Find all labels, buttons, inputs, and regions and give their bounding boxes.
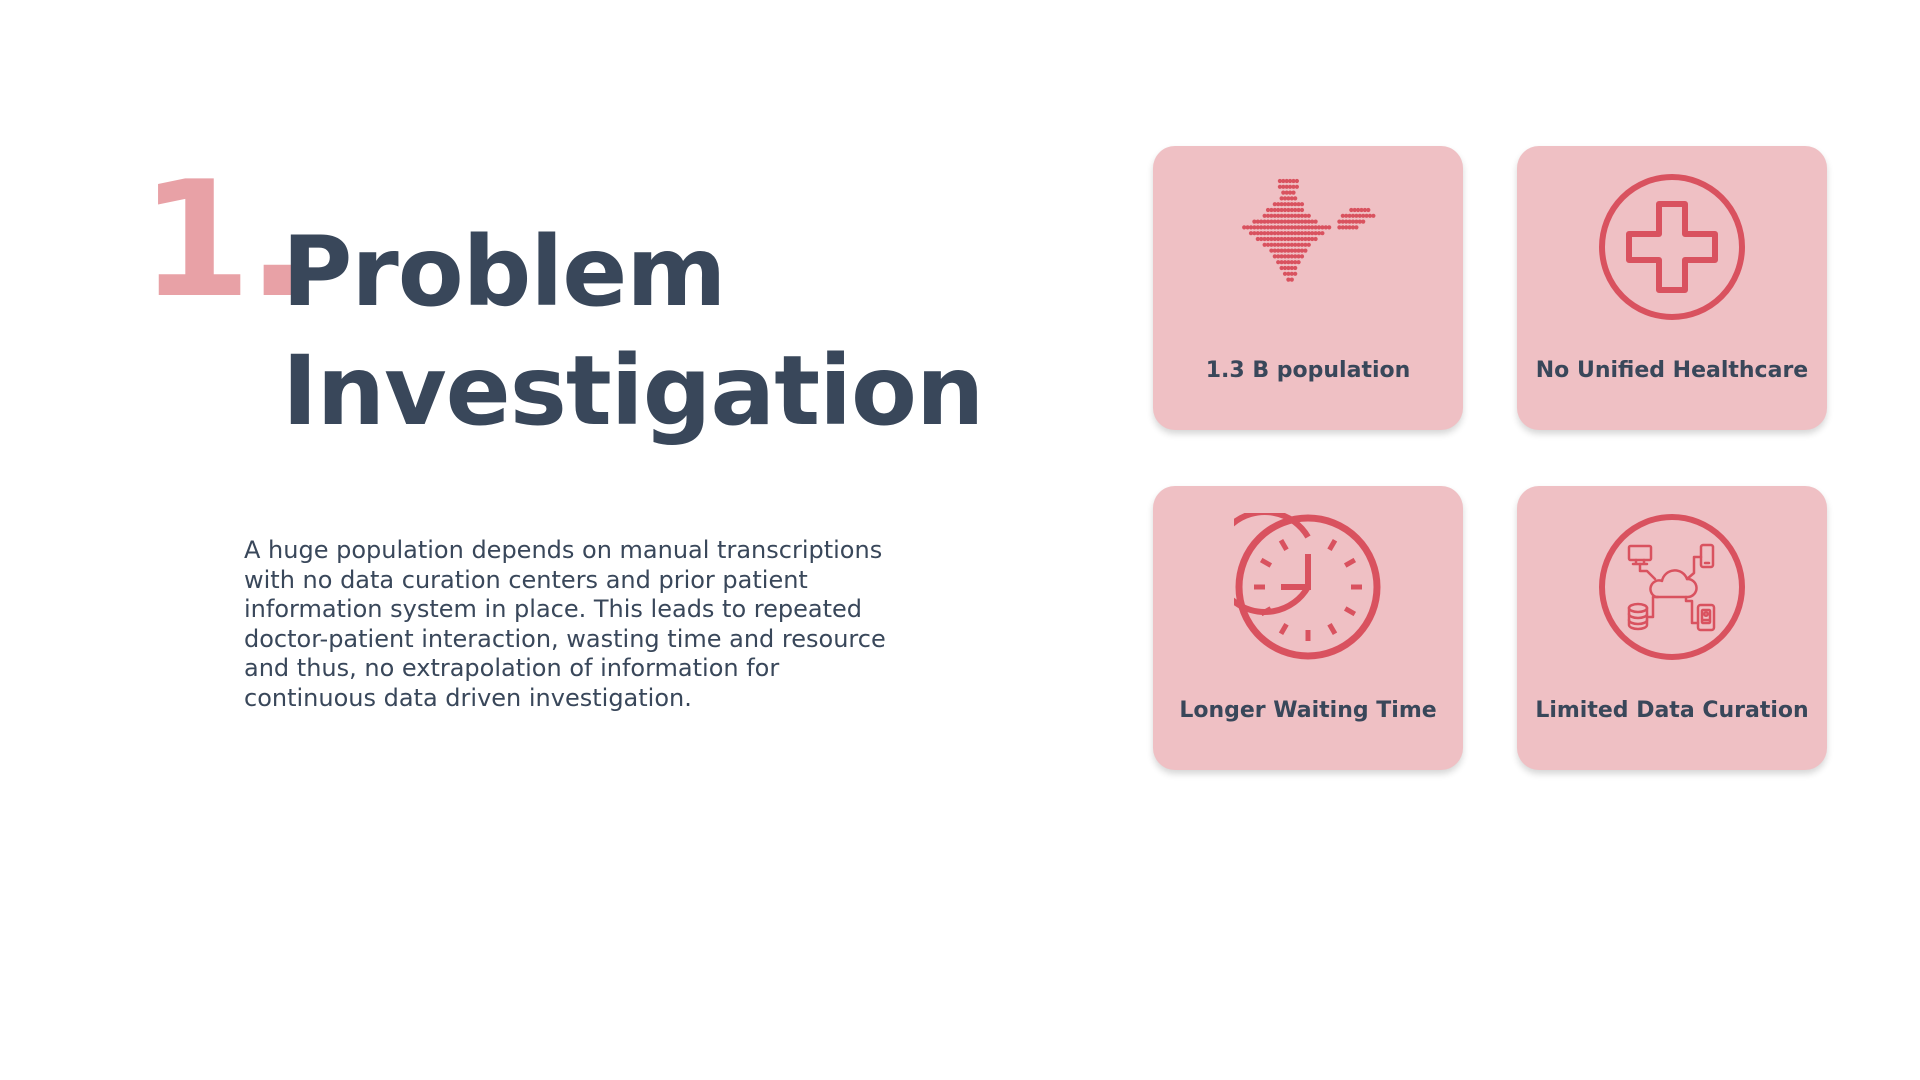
card-data-curation: Limited Data Curation (1517, 486, 1827, 770)
title-line-2: Investigation (282, 335, 984, 447)
cloud-network-icon (1598, 513, 1746, 661)
slide-number: 1. (140, 146, 308, 333)
card-label-waiting-time: Longer Waiting Time (1179, 698, 1437, 723)
problem-description: A huge population depends on manual tran… (244, 536, 886, 712)
title-line-1: Problem (282, 216, 726, 328)
card-waiting-time: Longer Waiting Time (1153, 486, 1463, 770)
card-population: 1.3 B population (1153, 146, 1463, 430)
card-label-healthcare: No Unified Healthcare (1535, 358, 1809, 383)
card-healthcare: No Unified Healthcare (1517, 146, 1827, 430)
medical-cross-icon (1598, 173, 1746, 321)
card-label-population: 1.3 B population (1205, 358, 1411, 383)
page-title: Problem Investigation (282, 213, 984, 451)
card-label-data-curation: Limited Data Curation (1535, 698, 1809, 723)
india-map-icon (1234, 173, 1382, 321)
clock-icon (1234, 513, 1382, 661)
